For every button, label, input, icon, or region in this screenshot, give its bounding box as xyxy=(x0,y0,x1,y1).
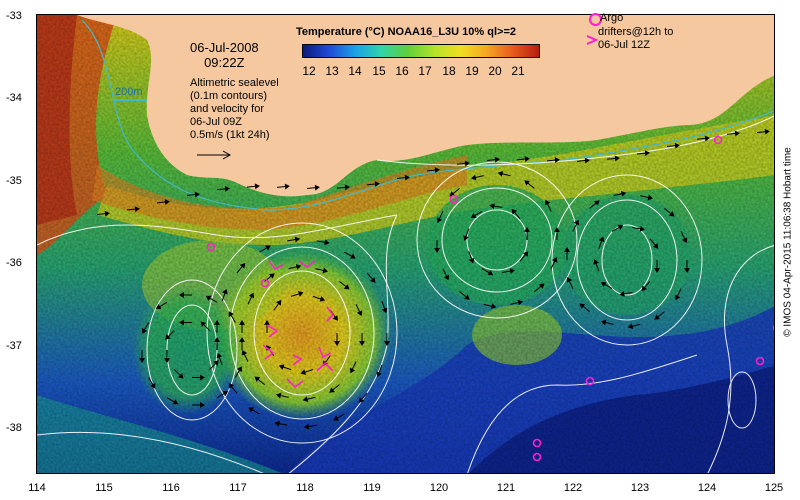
velocity-reference-arrow xyxy=(197,150,232,160)
sst-map xyxy=(36,14,775,474)
y-tick: -36 xyxy=(6,257,22,269)
shelf-depth-label: 200m xyxy=(115,86,143,98)
x-tick: 124 xyxy=(697,482,717,494)
y-tick: -35 xyxy=(6,175,22,187)
temperature-colorbar xyxy=(302,44,540,58)
colorbar-tick: 19 xyxy=(465,64,479,78)
colorbar-tick: 15 xyxy=(372,64,386,78)
x-tick: 119 xyxy=(363,482,381,494)
date-time-label: 06-Jul-2008 09:22Z xyxy=(190,40,259,70)
credit-text: © IMOS 04-Apr-2015 11:06:38 Hobart time xyxy=(782,147,794,337)
date-text: 06-Jul-2008 xyxy=(190,40,259,55)
colorbar-tick: 17 xyxy=(418,64,432,78)
x-tick: 117 xyxy=(229,482,247,494)
y-tick: -38 xyxy=(6,422,22,434)
sst-field xyxy=(37,15,774,473)
colorbar-tick: 16 xyxy=(395,64,409,78)
x-tick: 123 xyxy=(630,482,650,494)
argo-detail: drifters@12h to 06-Jul 12Z xyxy=(598,26,673,52)
colorbar-tick: 12 xyxy=(302,64,316,78)
argo-legend-chevron-icon xyxy=(586,35,599,45)
argo-legend-circle-icon xyxy=(589,13,602,26)
argo-line: drifters@12h to xyxy=(598,26,674,38)
colorbar-tick: 14 xyxy=(348,64,362,78)
altimetry-line: (0.1m contours) xyxy=(190,90,268,102)
colorbar-tick: 21 xyxy=(511,64,525,78)
colorbar-tick: 20 xyxy=(488,64,502,78)
x-tick: 125 xyxy=(764,482,784,494)
x-tick: 122 xyxy=(563,482,583,494)
altimetry-line: 0.5m/s (1kt 24h) xyxy=(190,129,270,141)
argo-line: 06-Jul 12Z xyxy=(598,39,650,51)
y-tick: -37 xyxy=(6,340,22,352)
altimetry-line: and velocity for xyxy=(190,103,264,115)
x-tick: 116 xyxy=(162,482,180,494)
x-tick: 121 xyxy=(496,482,516,494)
colorbar-tick: 13 xyxy=(325,64,339,78)
x-tick: 114 xyxy=(28,482,46,494)
altimetry-note: Altimetric sealevel (0.1m contours) and … xyxy=(190,77,279,142)
time-text: 09:22Z xyxy=(204,55,245,70)
x-tick: 115 xyxy=(95,482,113,494)
argo-drifters xyxy=(206,135,774,462)
altimetry-line: Altimetric sealevel xyxy=(190,77,279,89)
x-tick: 118 xyxy=(296,482,314,494)
shelf-depth-line xyxy=(113,99,147,101)
argo-title: Argo xyxy=(600,12,624,24)
y-tick: -33 xyxy=(6,10,22,22)
y-tick: -34 xyxy=(6,92,22,104)
colorbar-title: Temperature (°C) NOAA16_L3U 10% ql>=2 xyxy=(296,26,516,38)
altimetry-line: 06-Jul 09Z xyxy=(190,116,242,128)
x-tick: 120 xyxy=(429,482,449,494)
colorbar-tick: 18 xyxy=(442,64,456,78)
